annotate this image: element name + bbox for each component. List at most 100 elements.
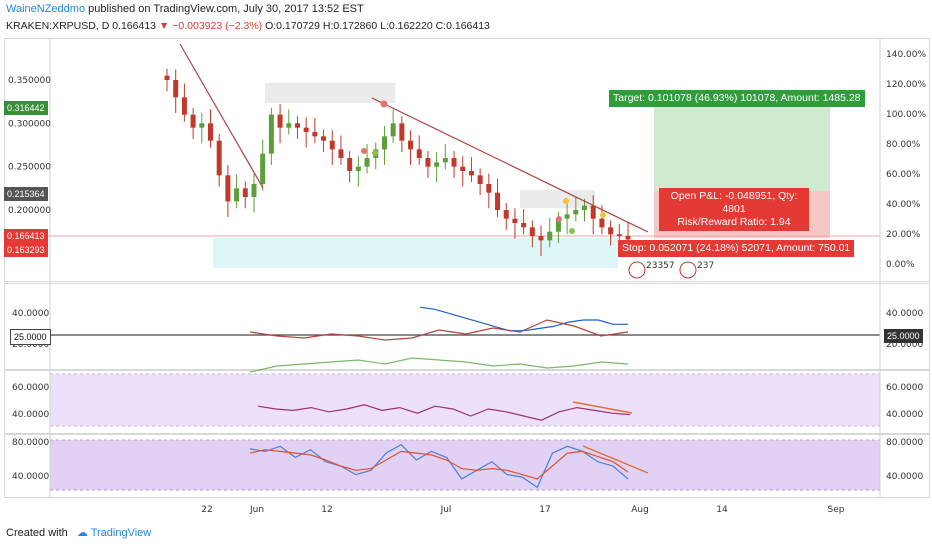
price-tag-stop: 0.163293 (4, 243, 48, 257)
candle-body (529, 227, 535, 236)
target-label[interactable]: Target: 0.101078 (46.93%) 101078, Amount… (609, 90, 865, 107)
adx-tag-right: 25.0000 (884, 329, 923, 343)
open-pnl-label[interactable]: Open P&L: -0.048951, Qty: 4801 Risk/Rewa… (659, 188, 809, 231)
x-tick-label: 17 (539, 505, 550, 515)
high-value: H:0.172860 (322, 20, 378, 32)
candle-body (190, 114, 196, 128)
candle-body (425, 158, 431, 167)
candle-body (242, 188, 248, 197)
candle-body (338, 149, 344, 158)
candle-body (547, 231, 553, 241)
candle-body (512, 218, 518, 223)
indicator-tick-label: 80.0000 (12, 438, 49, 448)
candle-body (216, 140, 222, 176)
pct-tick-label: 100.00% (886, 110, 926, 120)
indicator-lines (249, 306, 631, 489)
price-tag-high: 0.316442 (4, 101, 48, 115)
candle-body (381, 136, 387, 150)
published-text: published on TradingView.com, July 30, 2… (88, 3, 364, 15)
created-with-text: Created with (6, 527, 68, 539)
stoch-band (50, 440, 880, 490)
last-price: 0.166413 (112, 20, 156, 32)
candle-body (234, 188, 240, 202)
candle-body (451, 158, 457, 167)
candle-body (582, 205, 588, 210)
candle-body (277, 114, 283, 128)
footer: Created with ☁ TradingView (6, 526, 151, 539)
stoch-d-line (249, 449, 629, 480)
indicator-tick-label: 40.0000 (886, 472, 923, 482)
stop-label[interactable]: Stop: 0.052071 (24.18%) 52071, Amount: 7… (618, 240, 855, 257)
publish-line: WaineNZeddmo published on TradingView.co… (6, 3, 364, 15)
time-axis: 22 Jun 12 Jul 17 Aug 14 Sep (201, 505, 844, 515)
candle-body (590, 205, 596, 219)
open-value: O:0.170729 (265, 20, 320, 32)
candle-body (251, 184, 257, 197)
close-value: C:0.166413 (435, 20, 490, 32)
candle-body (260, 153, 266, 184)
candle-body (286, 123, 292, 128)
candle-body (416, 149, 422, 158)
x-tick-label: Jul (440, 505, 452, 515)
minus-di-line (249, 357, 629, 373)
tradingview-logo[interactable]: ☁ TradingView (76, 527, 152, 539)
indicator-tick-label: 20.0000 (886, 340, 923, 350)
indicator-tick-label: 40.0000 (12, 410, 49, 420)
signal-dot (380, 100, 388, 108)
candle-body (199, 123, 205, 128)
svg-text:237: 237 (697, 261, 714, 271)
candle-body (608, 227, 614, 235)
indicator-tick-label: 40.0000 (12, 472, 49, 482)
x-tick-label: 22 (201, 505, 212, 515)
adx-tag-left: 25.0000 (10, 329, 51, 345)
open-pnl-text: Open P&L: -0.048951, Qty: 4801 (670, 190, 798, 215)
candle-body (616, 234, 622, 236)
candle-body (468, 171, 474, 176)
event-markers[interactable]: 23357 237 (628, 261, 714, 279)
trendline-2 (371, 97, 649, 233)
candle-body (555, 218, 561, 232)
pct-tick-label: 20.00% (886, 230, 921, 240)
indicator-tick-label: 80.0000 (886, 438, 923, 448)
candle-body (321, 136, 327, 141)
x-tick-label: 12 (321, 505, 332, 515)
trendline-1 (179, 43, 264, 189)
adx-line (419, 306, 628, 332)
candle-body (329, 140, 335, 150)
candle-body (207, 123, 213, 141)
candle-body (434, 162, 440, 167)
plus-di-line (249, 319, 629, 341)
support-zone (213, 238, 618, 268)
candle-body (303, 127, 309, 132)
stoch-divergence-line (582, 445, 649, 474)
price-change: −0.003923 (−2.3%) (172, 20, 263, 32)
username-link[interactable]: WaineNZeddmo (6, 3, 86, 15)
indicator-tick-label: 40.0000 (886, 309, 923, 319)
candle-body (477, 175, 483, 184)
indicator-tick-label: 60.0000 (12, 383, 49, 393)
candle-body (460, 166, 466, 171)
risk-reward-text: Risk/Reward Ratio: 1.94 (677, 216, 791, 228)
rsi-divergence-line (572, 401, 633, 414)
stoch-k-line (249, 443, 629, 489)
candle-body (390, 123, 396, 137)
candle-body (486, 184, 492, 193)
candle-body (181, 97, 187, 115)
candle-body (599, 218, 605, 228)
candle-body (521, 223, 527, 228)
candle-body (268, 114, 274, 154)
ohlc-line: KRAKEN:XRPUSD, D 0.166413 ▼ −0.003923 (−… (6, 20, 490, 32)
svg-text:23357: 23357 (646, 261, 675, 271)
y-tick-label: 0.200000 (8, 206, 51, 216)
indicator-tick-label: 20.0000 (12, 340, 49, 350)
candlestick-series (164, 68, 631, 256)
candle-body (625, 236, 631, 240)
candle-body (442, 158, 448, 163)
candle-body (364, 158, 370, 167)
price-tag-entry: 0.215364 (4, 187, 48, 201)
x-tick-label: Aug (631, 505, 649, 515)
x-tick-label: 14 (716, 505, 728, 515)
candle-body (408, 140, 414, 150)
price-tag-last: 0.166413 (4, 229, 48, 243)
